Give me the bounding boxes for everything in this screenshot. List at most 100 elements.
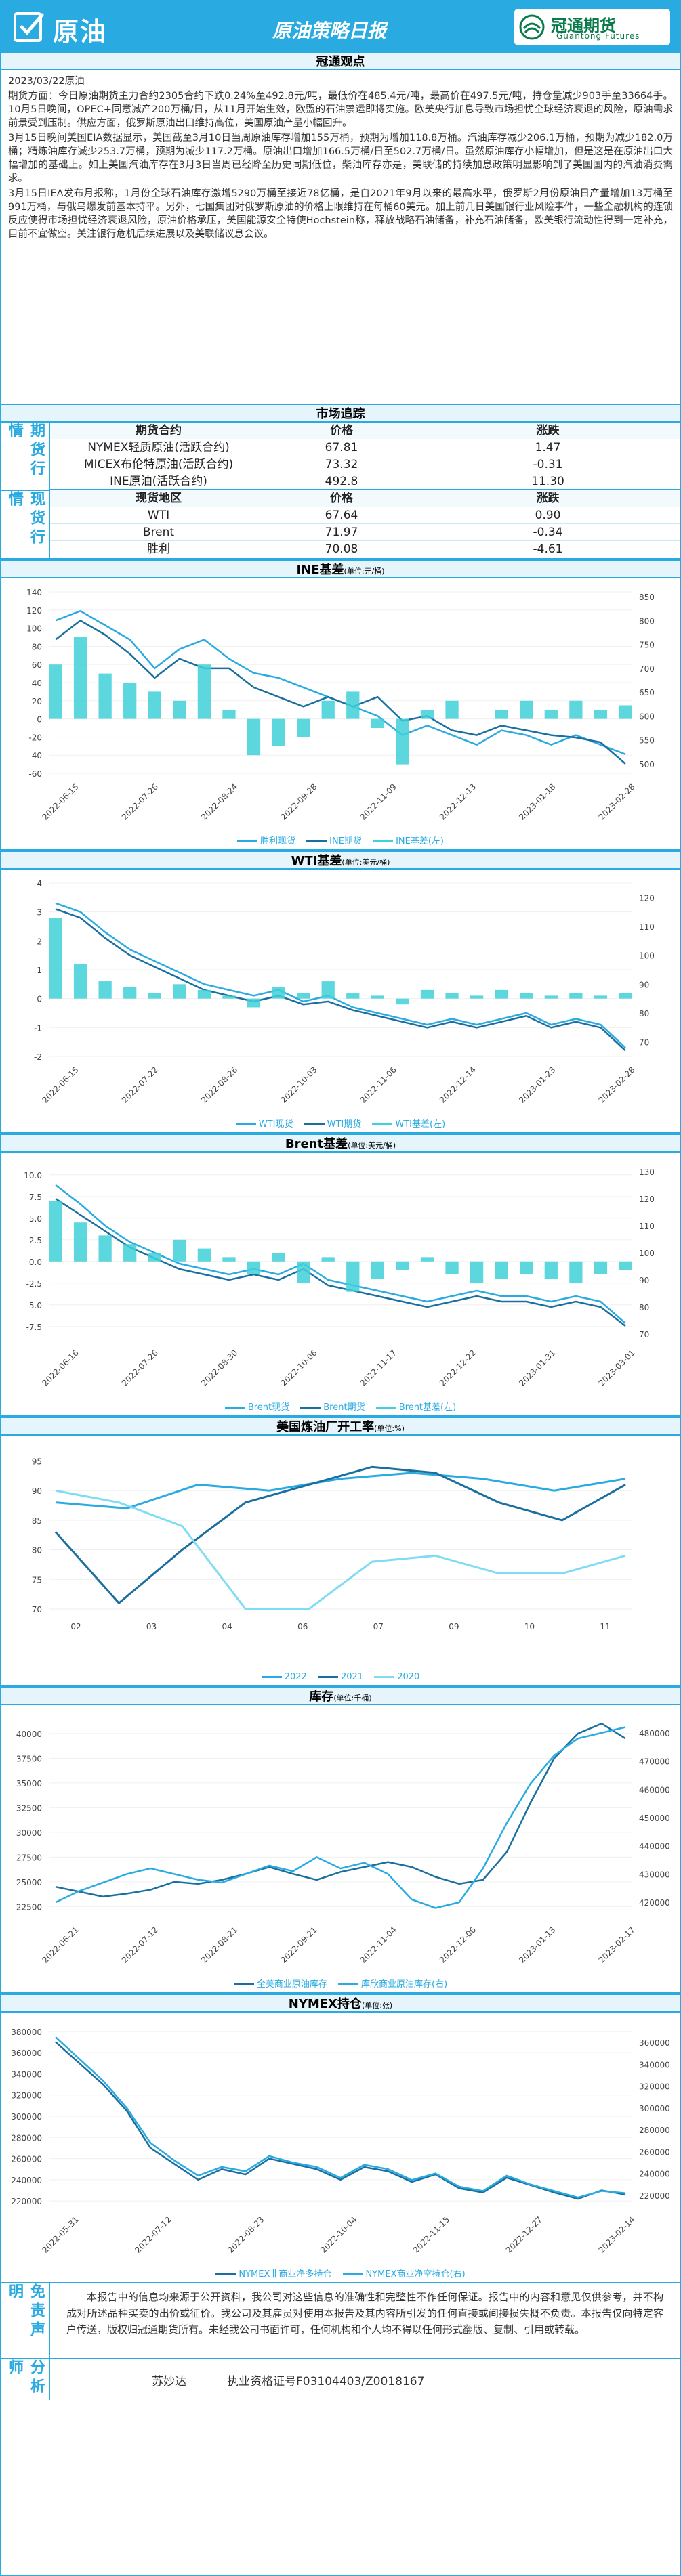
legend-label: Brent现货: [247, 1402, 290, 1413]
series-line: [55, 1184, 626, 1324]
x-tick-label: 10: [524, 1622, 535, 1631]
legend-item: 库欣商业原油库存(右): [338, 1979, 447, 1990]
stock-chart-title: 库存(单位:千桶): [1, 1686, 680, 1705]
x-tick-label: 2022-10-06: [278, 1348, 318, 1388]
header-cell: 涨跌: [536, 492, 560, 505]
x-tick-label: 2022-08-23: [226, 2215, 266, 2255]
y-tick-label: 75: [32, 1575, 42, 1585]
legend-item: INE基差(左): [373, 836, 444, 846]
contract-change: 11.30: [531, 475, 564, 488]
series-bar: [619, 993, 632, 999]
series-bar: [346, 1261, 360, 1292]
series-bar: [98, 1235, 112, 1262]
legend-label: NYMEX商业净空持仓(右): [365, 2269, 466, 2279]
series-bar: [123, 683, 137, 719]
series-bar: [73, 1222, 87, 1262]
analyst-license: 执业资格证号F03104403/Z0018167: [227, 2374, 425, 2388]
y-left-tick-label: -5.0: [26, 1301, 42, 1310]
x-tick-label: 11: [600, 1622, 610, 1631]
table-row: NYMEX轻质原油(活跃合约) 67.81 1.47: [50, 439, 680, 456]
y-left-tick-label: 37500: [16, 1754, 42, 1763]
x-tick-label: 2023-02-28: [597, 782, 637, 822]
series-bar: [619, 705, 632, 719]
x-tick-label: 2022-11-09: [358, 782, 398, 822]
series-bar: [222, 1257, 236, 1262]
x-tick-label: 2022-07-12: [133, 2215, 173, 2255]
y-right-tick-label: 460000: [639, 1785, 670, 1795]
legend-label: 2022: [284, 1672, 307, 1682]
series-bar: [420, 710, 434, 719]
viewpoint-date: 2023/03/22原油: [8, 76, 85, 87]
y-left-tick-label: 40000: [16, 1730, 42, 1739]
y-right-tick-label: 430000: [639, 1870, 670, 1879]
y-tick-label: 70: [32, 1605, 42, 1614]
company-emblem-icon: [519, 14, 545, 40]
series-bar: [173, 1239, 186, 1262]
viewpoint-paragraph: 3月15日IEA发布月报称，1月份全球石油库存激增5290万桶至接近78亿桶，是…: [8, 188, 673, 240]
y-left-tick-label: 35000: [16, 1779, 42, 1788]
contract-name: MICEX布伦特原油(活跃合约): [83, 458, 234, 471]
series-bar: [544, 710, 558, 719]
series-bar: [420, 1257, 434, 1262]
market-body: 期货合约 价格 涨跌 NYMEX轻质原油(活跃合约) 67.81 1.47 MI…: [49, 423, 680, 558]
y-left-tick-label: 0: [37, 995, 42, 1004]
series-bar: [619, 1261, 632, 1270]
chart-legend: 2022 2021 2020: [1, 1670, 680, 1685]
x-tick-label: 2023-03-01: [597, 1348, 637, 1388]
legend-item: 2022: [261, 1672, 307, 1682]
x-tick-label: 2022-06-15: [41, 1065, 81, 1105]
y-left-tick-label: -60: [28, 769, 42, 779]
y-right-tick-label: 90: [639, 1276, 649, 1285]
legend-item: INE期货: [306, 836, 362, 846]
x-tick-label: 2023-01-18: [517, 782, 557, 822]
contract-name: NYMEX轻质原油(活跃合约): [87, 441, 230, 454]
brand-title: 原油: [53, 17, 108, 47]
series-bar: [396, 1261, 409, 1270]
legend-item: 胜利现货: [237, 836, 295, 846]
y-left-tick-label: 60: [32, 660, 42, 670]
x-tick-label: 04: [222, 1622, 232, 1631]
y-tick-label: 85: [32, 1516, 42, 1526]
legend-item: Brent基差(左): [375, 1402, 456, 1413]
disclaimer-side-label: 免责声明: [6, 2283, 45, 2340]
chart-unit: (单位:张): [361, 2001, 393, 2010]
y-left-tick-label: 120: [26, 606, 42, 616]
series-bar: [123, 987, 137, 999]
y-left-tick-label: 40: [32, 679, 42, 688]
y-right-tick-label: 70: [639, 1330, 649, 1339]
x-tick-label: 2022-08-30: [199, 1348, 239, 1388]
x-tick-label: 2022-12-27: [504, 2215, 544, 2255]
y-left-tick-label: 380000: [11, 2027, 42, 2037]
y-left-tick-label: -20: [28, 733, 42, 742]
series-bar: [272, 987, 285, 999]
analyst-side-label: 分析师: [6, 2359, 45, 2397]
legend-label: WTI期货: [327, 1119, 362, 1130]
series-bar: [98, 673, 112, 719]
x-tick-label: 2022-07-26: [120, 1348, 160, 1388]
legend-item: 2021: [317, 1672, 363, 1682]
y-left-tick-label: -7.5: [26, 1323, 42, 1332]
y-tick-label: 95: [32, 1457, 42, 1466]
legend-item: WTI基差(左): [372, 1119, 445, 1130]
x-tick-label: 02: [70, 1622, 81, 1631]
series-bar: [197, 664, 211, 719]
series-bar: [445, 700, 459, 719]
y-tick-label: 90: [32, 1486, 42, 1496]
y-right-tick-label: 70: [639, 1038, 649, 1048]
series-bar: [371, 995, 384, 999]
series-line: [55, 1726, 626, 1909]
y-left-tick-label: 22500: [16, 1902, 42, 1912]
y-right-tick-label: 420000: [639, 1898, 670, 1908]
y-left-tick-label: 32500: [16, 1803, 42, 1813]
y-right-tick-label: 750: [639, 641, 655, 650]
y-left-tick-label: 360000: [11, 2048, 42, 2058]
table-row: 胜利 70.08 -4.61: [50, 541, 680, 558]
nymex-position-chart: 380000 360000 340000 320000 300000 280000 2600…: [11, 2027, 670, 2255]
chart-legend: WTI现货 WTI期货 WTI基差(左): [1, 1117, 680, 1132]
y-right-tick-label: 340000: [639, 2060, 670, 2069]
wti-chart-title: WTI基差(单位:美元/桶): [1, 851, 680, 870]
refinery-chart-title: 美国炼油厂开工率(单位:%): [1, 1417, 680, 1436]
series-bar: [73, 964, 87, 999]
legend-label: 库欣商业原油库存(右): [361, 1979, 448, 1990]
table-row: MICEX布伦特原油(活跃合约) 73.32 -0.31: [50, 456, 680, 473]
